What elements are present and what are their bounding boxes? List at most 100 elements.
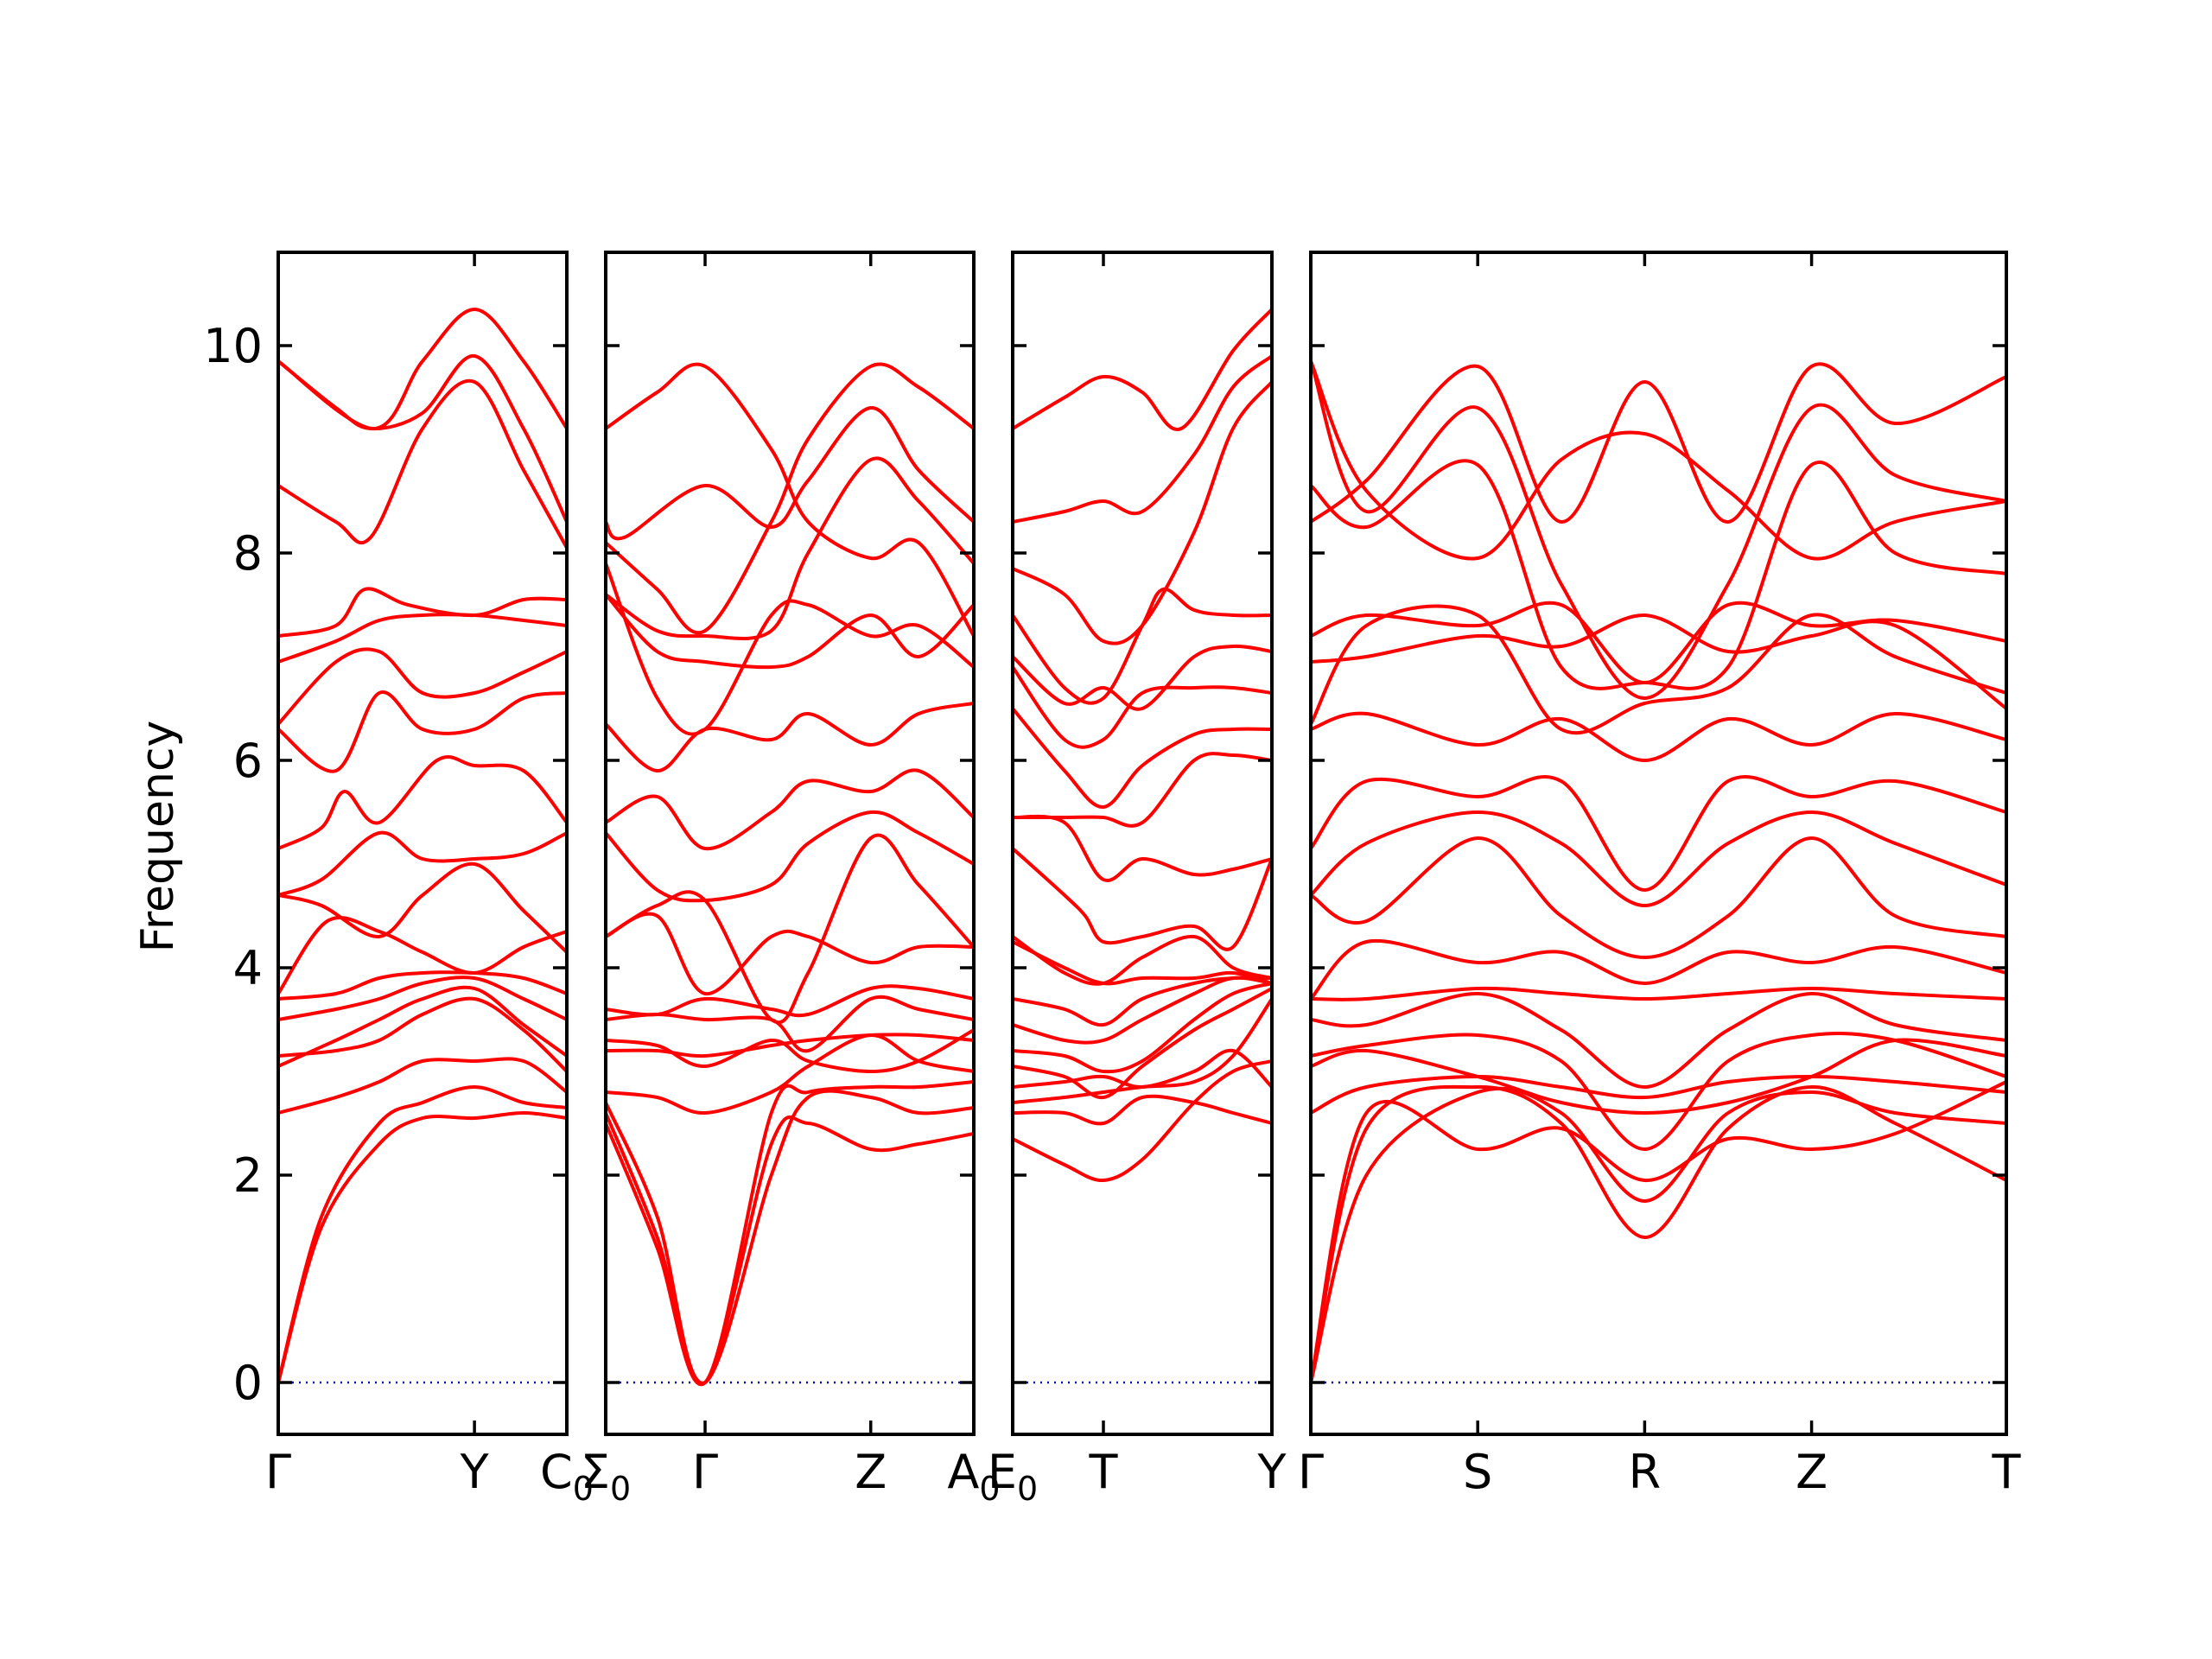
band-line-4-14 bbox=[1311, 604, 2006, 735]
band-line-1-7 bbox=[278, 970, 567, 1001]
band-line-3-9 bbox=[1013, 940, 1272, 986]
band-line-2-4 bbox=[606, 1033, 974, 1116]
q-point-label: Z bbox=[855, 1445, 887, 1499]
band-line-1-1 bbox=[278, 1111, 567, 1384]
panel-2: Σ0 Γ Z A0 bbox=[581, 251, 1001, 1508]
band-line-3-8 bbox=[1013, 976, 1272, 1027]
q-point-label: Y bbox=[460, 1445, 490, 1499]
band-line-4-4 bbox=[1311, 1075, 2006, 1115]
q-point-label: E0 bbox=[988, 1445, 1038, 1508]
band-line-2-18 bbox=[606, 362, 974, 638]
band-line-1-18 bbox=[278, 308, 567, 430]
band-line-1-16 bbox=[278, 378, 567, 550]
band-group bbox=[278, 308, 567, 1384]
band-line-3-18 bbox=[1013, 380, 1272, 645]
band-line-1-10 bbox=[278, 830, 567, 897]
band-line-3-6 bbox=[1013, 982, 1272, 1074]
q-point-label: Y bbox=[1257, 1445, 1287, 1499]
band-line-1-6 bbox=[278, 976, 567, 1021]
y-tick-label: 0 bbox=[233, 1356, 263, 1410]
band-line-2-11 bbox=[606, 810, 974, 903]
band-line-4-12 bbox=[1311, 774, 2006, 892]
band-line-4-19 bbox=[1311, 359, 2006, 700]
panel-3: E0 T Y bbox=[988, 251, 1287, 1508]
band-line-2-15 bbox=[606, 593, 974, 670]
band-group bbox=[1013, 308, 1272, 1183]
panel-frame bbox=[1011, 251, 1274, 1436]
y-tick-label: 6 bbox=[233, 734, 263, 788]
band-line-2-3 bbox=[606, 1080, 974, 1386]
q-point-label: T bbox=[1992, 1445, 2022, 1499]
band-line-3-12 bbox=[1013, 814, 1272, 883]
band-line-2-19 bbox=[606, 362, 974, 635]
panel-frame bbox=[604, 251, 976, 1436]
band-line-1-3 bbox=[278, 1057, 567, 1115]
band-line-3-10 bbox=[1013, 934, 1272, 986]
band-line-4-8 bbox=[1311, 986, 2006, 1001]
q-point-label: Γ bbox=[1298, 1445, 1324, 1499]
y-axis-title: Frequency bbox=[132, 721, 184, 953]
panel-frame bbox=[1309, 251, 2008, 1436]
band-line-2-7 bbox=[606, 995, 974, 1053]
band-line-1-14 bbox=[278, 613, 567, 664]
band-line-4-3 bbox=[1311, 1080, 2006, 1384]
q-point-label: T bbox=[1089, 1445, 1119, 1499]
band-line-4-5 bbox=[1311, 1032, 2006, 1151]
band-line-2-9 bbox=[606, 912, 974, 996]
band-line-4-7 bbox=[1311, 991, 2006, 1089]
band-line-3-4 bbox=[1013, 1048, 1272, 1090]
band-line-2-8 bbox=[606, 984, 974, 1018]
q-point-label: A0 bbox=[947, 1445, 1000, 1508]
band-line-3-15 bbox=[1013, 665, 1272, 749]
band-line-4-10 bbox=[1311, 836, 2006, 959]
band-line-3-1 bbox=[1013, 1059, 1272, 1183]
band-line-4-17 bbox=[1311, 459, 2006, 690]
band-line-4-18 bbox=[1311, 359, 2006, 561]
q-point-label: S bbox=[1463, 1445, 1492, 1499]
band-line-1-13 bbox=[278, 647, 567, 726]
band-line-1-2 bbox=[278, 1085, 567, 1384]
q-point-label: Σ0 bbox=[581, 1445, 631, 1508]
band-line-3-14 bbox=[1013, 707, 1272, 809]
y-tick-label: 8 bbox=[233, 526, 263, 581]
band-line-4-11 bbox=[1311, 810, 2006, 907]
band-line-3-16 bbox=[1013, 644, 1272, 711]
band-line-4-2 bbox=[1311, 1086, 2006, 1384]
band-line-2-12 bbox=[606, 768, 974, 851]
band-line-2-14 bbox=[606, 562, 974, 736]
q-point-label: Γ bbox=[692, 1445, 718, 1499]
q-point-label: Γ bbox=[265, 1445, 291, 1499]
y-tick-label: 2 bbox=[233, 1148, 263, 1203]
band-line-3-13 bbox=[1013, 752, 1272, 828]
band-group bbox=[606, 362, 974, 1387]
q-point-label: Z bbox=[1796, 1445, 1827, 1499]
band-line-3-11 bbox=[1013, 847, 1272, 951]
band-line-2-2 bbox=[606, 1089, 974, 1385]
band-line-4-6 bbox=[1311, 1038, 2006, 1115]
q-point-label: C0 bbox=[540, 1445, 594, 1508]
band-line-3-19 bbox=[1013, 354, 1272, 524]
band-line-2-13 bbox=[606, 702, 974, 773]
band-line-2-16 bbox=[606, 456, 974, 641]
band-line-1-15 bbox=[278, 587, 567, 638]
band-group bbox=[1311, 359, 2006, 1384]
band-line-3-17 bbox=[1013, 587, 1272, 705]
panel-1: Γ Y C0 0 2 4 6 8 10 bbox=[203, 251, 594, 1508]
band-line-4-9 bbox=[1311, 938, 2006, 1001]
band-line-2-6 bbox=[606, 1028, 974, 1073]
band-line-4-20 bbox=[1311, 362, 2006, 524]
band-line-2-1 bbox=[606, 1115, 974, 1387]
band-line-3-20 bbox=[1013, 308, 1272, 431]
band-line-1-4 bbox=[278, 996, 567, 1073]
panel-frame bbox=[276, 251, 569, 1436]
band-line-4-13 bbox=[1311, 711, 2006, 762]
band-line-1-9 bbox=[278, 861, 567, 954]
q-point-label: R bbox=[1629, 1445, 1662, 1499]
band-line-1-8 bbox=[278, 915, 567, 995]
band-line-4-15 bbox=[1311, 613, 2006, 710]
y-tick-label: 4 bbox=[233, 941, 263, 995]
